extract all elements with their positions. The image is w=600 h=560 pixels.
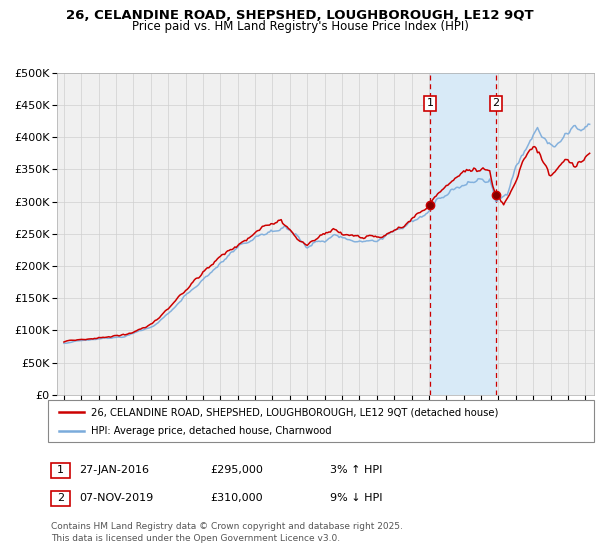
Text: 27-JAN-2016: 27-JAN-2016 <box>79 465 149 475</box>
Text: 3% ↑ HPI: 3% ↑ HPI <box>330 465 382 475</box>
Text: 1: 1 <box>427 99 434 109</box>
Text: £310,000: £310,000 <box>210 493 263 503</box>
Text: 9% ↓ HPI: 9% ↓ HPI <box>330 493 383 503</box>
Text: 2: 2 <box>493 99 499 109</box>
Text: 26, CELANDINE ROAD, SHEPSHED, LOUGHBOROUGH, LE12 9QT: 26, CELANDINE ROAD, SHEPSHED, LOUGHBOROU… <box>66 9 534 22</box>
Bar <box>430 73 496 395</box>
Text: Contains HM Land Registry data © Crown copyright and database right 2025.
This d: Contains HM Land Registry data © Crown c… <box>51 522 403 543</box>
Text: £295,000: £295,000 <box>210 465 263 475</box>
Text: 1: 1 <box>57 465 64 475</box>
Text: 07-NOV-2019: 07-NOV-2019 <box>79 493 154 503</box>
Text: Price paid vs. HM Land Registry's House Price Index (HPI): Price paid vs. HM Land Registry's House … <box>131 20 469 32</box>
Text: HPI: Average price, detached house, Charnwood: HPI: Average price, detached house, Char… <box>91 426 332 436</box>
Text: 2: 2 <box>57 493 64 503</box>
Text: 26, CELANDINE ROAD, SHEPSHED, LOUGHBOROUGH, LE12 9QT (detached house): 26, CELANDINE ROAD, SHEPSHED, LOUGHBOROU… <box>91 407 499 417</box>
